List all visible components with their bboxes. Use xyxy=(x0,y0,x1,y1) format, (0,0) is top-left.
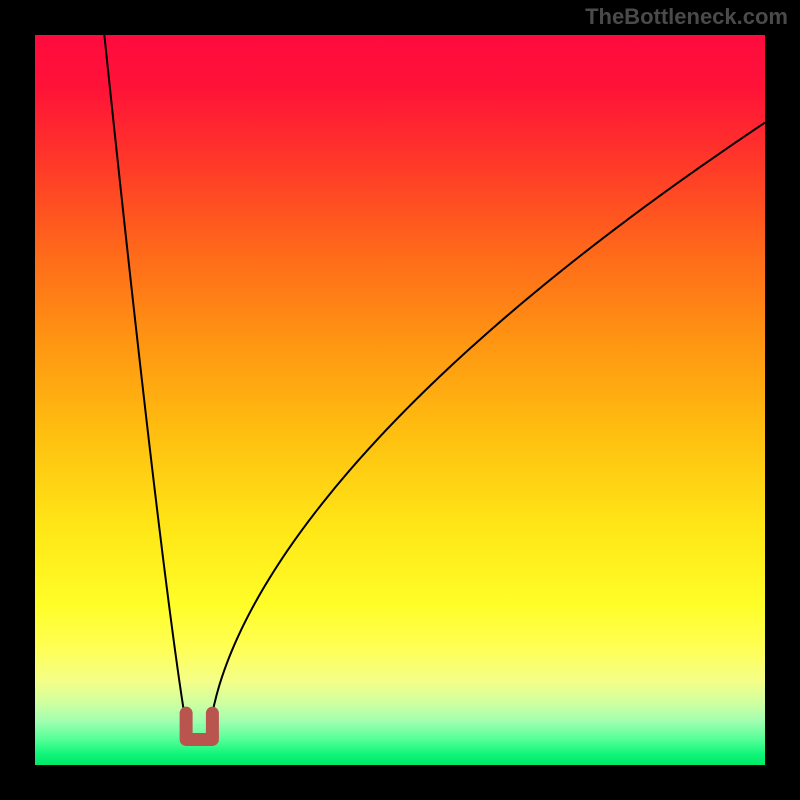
watermark-text: TheBottleneck.com xyxy=(585,4,788,30)
bottleneck-chart xyxy=(0,0,800,800)
